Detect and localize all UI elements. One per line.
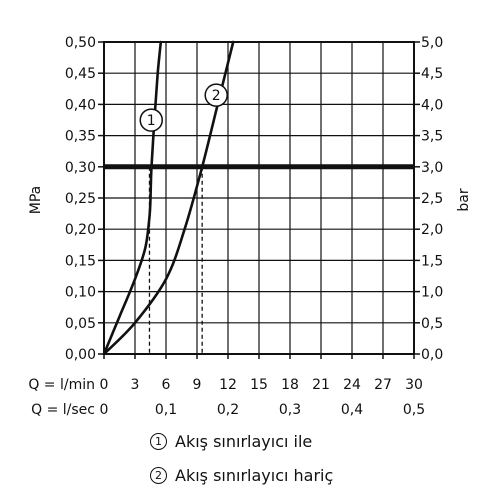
y-tick-label-left: 0,50 (65, 35, 96, 51)
y-tick-label-right: 5,0 (421, 35, 443, 51)
y-tick-label-right: 1,5 (421, 253, 443, 269)
y-tick-label-right: 1,0 (421, 285, 443, 301)
x-tick-label-secondary: 0,2 (217, 402, 239, 418)
x-axis-secondary-label: Q = l/sec (31, 402, 95, 418)
y-axis-left-label: MPa (28, 186, 44, 214)
y-tick-label-left: 0,20 (65, 222, 96, 238)
x-tick-label-secondary: 0,3 (279, 402, 301, 418)
x-tick-label-primary: 15 (250, 377, 268, 393)
y-axis-right-label: bar (456, 188, 472, 211)
series: 12 (102, 40, 235, 356)
y-tick-label-left: 0,05 (65, 316, 96, 332)
x-tick-label-primary: 9 (193, 377, 202, 393)
y-tick-label-right: 3,5 (421, 129, 443, 145)
y-tick-label-right: 4,0 (421, 97, 443, 113)
y-tick-label-left: 0,30 (65, 160, 96, 176)
x-tick-label-primary: 3 (131, 377, 140, 393)
y-tick-label-left: 0,45 (65, 66, 96, 82)
x-tick-label-primary: 30 (405, 377, 423, 393)
y-tick-label-left: 0,15 (65, 253, 96, 269)
series-1-marker-circle (139, 108, 163, 132)
series-1-line (102, 40, 163, 356)
x-tick-label-secondary: 0 (100, 402, 109, 418)
legend-item-2: 2 Akış sınırlayıcı hariç (150, 466, 333, 485)
y-tick-label-left: 0,00 (65, 347, 96, 363)
tick-labels: 0,00 0,00,05 0,50,10 1,00,15 1,50,20 2,00,25 2… (65, 35, 443, 418)
x-tick-label-primary: 12 (219, 377, 237, 393)
y-tick-label-right: 0,0 (421, 347, 443, 363)
y-tick-label-right: 4,5 (421, 66, 443, 82)
x-tick-label-primary: 0 (100, 377, 109, 393)
grid (104, 42, 414, 354)
x-tick-label-primary: 21 (312, 377, 330, 393)
y-tick-label-left: 0,25 (65, 191, 96, 207)
x-tick-label-primary: 27 (374, 377, 392, 393)
y-tick-label-right: 3,0 (421, 160, 443, 176)
y-tick-label-left: 0,10 (65, 285, 96, 301)
series-2-marker-label: 2 (212, 88, 221, 104)
y-tick-label-right: 2,5 (421, 191, 443, 207)
y-tick-label-left: 0,35 (65, 129, 96, 145)
y-tick-label-left: 0,40 (65, 97, 96, 113)
x-tick-label-primary: 6 (162, 377, 171, 393)
y-tick-label-right: 2,0 (421, 222, 443, 238)
x-tick-label-secondary: 0,1 (155, 402, 177, 418)
legend-item-1: 1 Akış sınırlayıcı ile (150, 432, 312, 451)
x-tick-label-secondary: 0,5 (403, 402, 425, 418)
x-tick-label-primary: 18 (281, 377, 299, 393)
legend-label-2: Akış sınırlayıcı hariç (175, 466, 334, 485)
legend-marker-2: 2 (150, 467, 167, 484)
x-tick-label-secondary: 0,4 (341, 402, 363, 418)
legend-label-1: Akış sınırlayıcı ile (175, 432, 313, 451)
x-axis-primary-label: Q = l/min (28, 377, 95, 393)
legend-marker-1: 1 (150, 433, 167, 450)
series-1-marker-label: 1 (147, 113, 156, 129)
series-2-marker-circle (204, 83, 228, 107)
x-tick-label-primary: 24 (343, 377, 361, 393)
y-tick-label-right: 0,5 (421, 316, 443, 332)
